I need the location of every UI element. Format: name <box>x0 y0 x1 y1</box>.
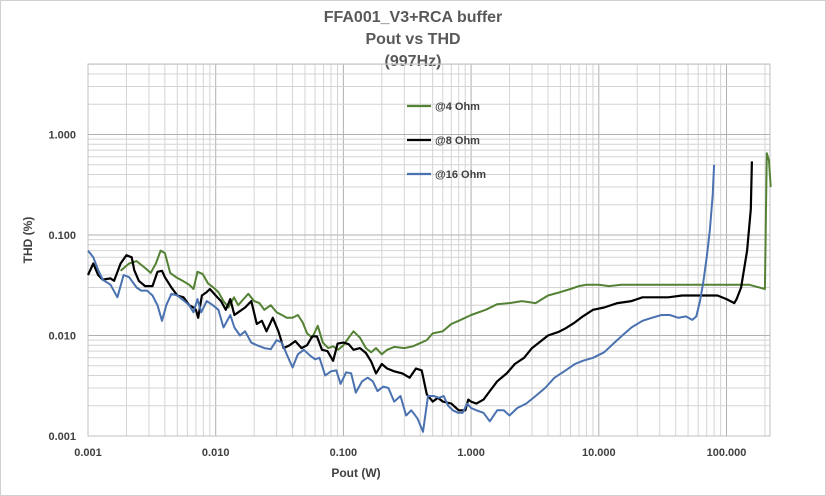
chart-title: FFA001_V3+RCA buffer <box>324 9 503 26</box>
legend-label-4-ohm: @4 Ohm <box>435 101 480 113</box>
y-tick-label: 0.100 <box>48 230 76 242</box>
x-tick-label: 100.000 <box>707 447 747 459</box>
y-tick-label: 1.000 <box>48 130 76 142</box>
x-tick-label: 0.010 <box>202 447 230 459</box>
x-tick-label: 0.100 <box>330 447 358 459</box>
series-line-16-ohm <box>87 164 716 433</box>
x-tick-label: 10.000 <box>582 447 616 459</box>
chart-subtitle-frequency: (997Hz) <box>385 53 442 70</box>
series-line-4-ohm <box>119 152 772 356</box>
y-tick-label: 0.001 <box>48 431 76 443</box>
plot-grid <box>87 63 770 437</box>
chart-subtitle: Pout vs THD <box>365 31 460 48</box>
plot-area-border <box>87 63 771 437</box>
legend-label-16-ohm: @16 Ohm <box>435 169 486 181</box>
series-layer <box>87 152 772 433</box>
x-tick-label: 0.001 <box>74 447 102 459</box>
x-tick-label: 1.000 <box>457 447 485 459</box>
y-axis-label: THD (%) <box>21 217 35 264</box>
y-tick-label: 0.010 <box>48 331 76 343</box>
legend-label-8-ohm: @8 Ohm <box>435 135 480 147</box>
legend: @4 Ohm @8 Ohm @16 Ohm <box>407 101 486 181</box>
x-axis-label: Pout (W) <box>331 466 380 480</box>
tick-labels: 0.001 0.010 0.100 1.000 10.000 100.000 0.001 0.… <box>48 130 746 460</box>
